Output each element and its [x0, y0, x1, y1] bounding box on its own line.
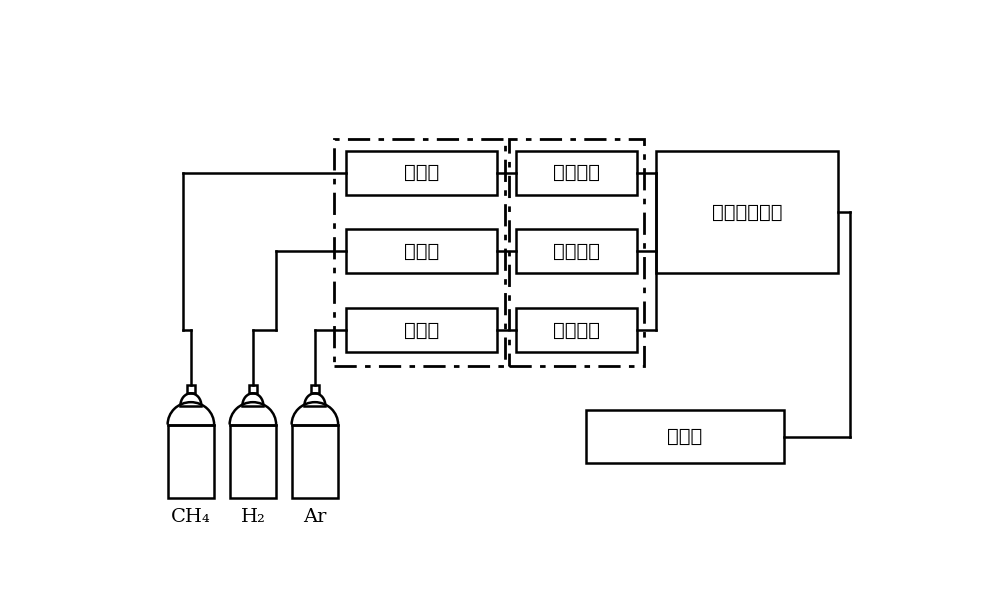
- Bar: [516, 151, 637, 195]
- Bar: [509, 139, 644, 366]
- Bar: [586, 410, 784, 463]
- Bar: [346, 230, 497, 273]
- Bar: [516, 308, 637, 352]
- Text: H₂: H₂: [240, 508, 265, 526]
- Bar: [168, 424, 214, 498]
- Text: 流量计: 流量计: [404, 242, 439, 261]
- Bar: [346, 151, 497, 195]
- Text: 控制阀门: 控制阀门: [553, 320, 600, 340]
- Bar: [656, 151, 838, 273]
- Bar: [230, 424, 276, 498]
- Text: 气体混合装置: 气体混合装置: [712, 203, 782, 222]
- Bar: [334, 139, 505, 366]
- Bar: [187, 385, 195, 393]
- Text: 流量计: 流量计: [404, 320, 439, 340]
- Text: CH₄: CH₄: [171, 508, 211, 526]
- Text: 控制阀门: 控制阀门: [553, 242, 600, 261]
- Bar: [311, 385, 319, 393]
- Bar: [292, 424, 338, 498]
- Text: Ar: Ar: [303, 508, 327, 526]
- Bar: [346, 308, 497, 352]
- Text: 流量计: 流量计: [404, 163, 439, 182]
- Text: 控制阀门: 控制阀门: [553, 163, 600, 182]
- Text: 管式炉: 管式炉: [667, 427, 703, 446]
- Bar: [249, 385, 257, 393]
- Bar: [516, 230, 637, 273]
